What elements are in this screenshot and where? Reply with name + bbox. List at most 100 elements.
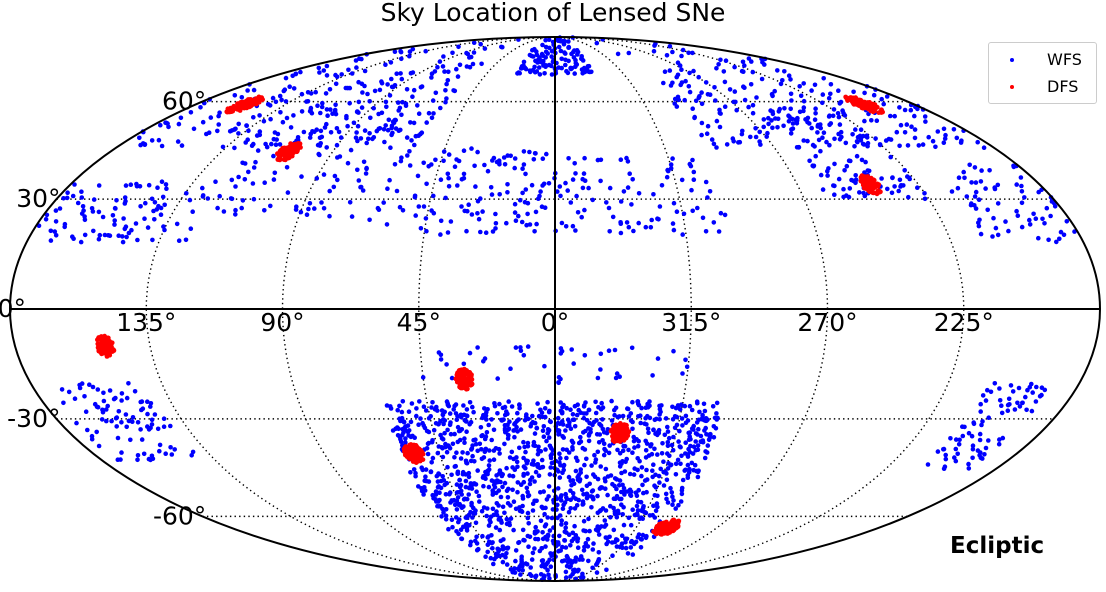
wfs-point bbox=[490, 158, 495, 163]
wfs-point bbox=[524, 485, 530, 491]
wfs-point bbox=[101, 398, 107, 404]
wfs-point bbox=[334, 126, 340, 131]
wfs-point bbox=[493, 211, 498, 217]
wfs-point bbox=[79, 195, 85, 200]
wfs-point bbox=[123, 183, 129, 188]
wfs-point bbox=[410, 94, 415, 99]
wfs-point bbox=[251, 141, 256, 147]
wfs-point bbox=[670, 221, 676, 226]
wfs-point bbox=[449, 498, 455, 504]
wfs-point bbox=[240, 198, 246, 203]
wfs-point bbox=[481, 505, 487, 510]
wfs-point bbox=[471, 40, 477, 45]
wfs-point bbox=[446, 175, 451, 181]
wfs-point bbox=[561, 41, 567, 47]
wfs-point bbox=[527, 572, 533, 577]
wfs-point bbox=[333, 81, 339, 87]
wfs-point bbox=[324, 73, 330, 78]
wfs-point bbox=[653, 485, 659, 490]
wfs-point bbox=[359, 56, 364, 62]
wfs-point bbox=[485, 542, 491, 547]
dfs-point bbox=[610, 429, 616, 435]
wfs-point bbox=[566, 474, 572, 480]
wfs-point bbox=[766, 121, 771, 127]
wfs-point bbox=[604, 430, 610, 436]
wfs-point bbox=[543, 44, 549, 50]
wfs-point bbox=[432, 407, 438, 412]
dfs-point bbox=[468, 373, 474, 379]
wfs-point bbox=[654, 501, 660, 506]
wfs-point bbox=[246, 169, 251, 175]
wfs-point bbox=[135, 453, 141, 458]
wfs-point bbox=[640, 532, 646, 538]
wfs-point bbox=[534, 221, 539, 227]
wfs-point bbox=[221, 209, 227, 214]
wfs-point bbox=[573, 555, 579, 560]
wfs-point bbox=[565, 70, 571, 76]
wfs-point bbox=[540, 428, 546, 434]
wfs-point bbox=[786, 119, 792, 124]
wfs-point bbox=[546, 181, 552, 186]
wfs-point bbox=[682, 468, 687, 473]
wfs-point bbox=[115, 435, 121, 441]
wfs-point bbox=[586, 438, 592, 444]
wfs-point bbox=[644, 441, 650, 446]
dfs-point bbox=[615, 433, 621, 438]
wfs-point bbox=[393, 117, 399, 123]
wfs-point bbox=[504, 521, 510, 527]
wfs-point bbox=[710, 404, 716, 409]
wfs-point bbox=[568, 543, 573, 548]
wfs-point bbox=[611, 527, 617, 533]
wfs-point bbox=[474, 534, 479, 540]
wfs-point bbox=[416, 422, 421, 428]
wfs-point bbox=[172, 447, 177, 452]
wfs-point bbox=[563, 545, 569, 550]
wfs-point bbox=[251, 115, 256, 120]
wfs-point bbox=[360, 90, 365, 95]
wfs-point bbox=[842, 168, 847, 173]
wfs-point bbox=[544, 151, 549, 157]
wfs-point bbox=[902, 168, 907, 173]
wfs-point bbox=[423, 474, 428, 480]
wfs-point bbox=[824, 139, 829, 145]
wfs-point bbox=[442, 418, 448, 423]
wfs-point bbox=[462, 417, 468, 423]
wfs-point bbox=[150, 237, 155, 243]
wfs-point bbox=[475, 198, 481, 204]
wfs-point bbox=[461, 361, 467, 367]
wfs-point bbox=[139, 437, 145, 442]
wfs-point bbox=[689, 460, 695, 466]
wfs-point bbox=[104, 418, 109, 424]
wfs-point bbox=[505, 436, 511, 441]
wfs-point bbox=[169, 452, 175, 457]
wfs-point bbox=[637, 516, 642, 521]
wfs-point bbox=[638, 420, 643, 426]
wfs-point bbox=[379, 110, 385, 116]
wfs-point bbox=[816, 137, 822, 143]
wfs-point bbox=[138, 399, 143, 405]
wfs-point bbox=[102, 232, 108, 238]
wfs-point bbox=[636, 532, 642, 537]
wfs-point bbox=[546, 572, 551, 578]
wfs-point bbox=[198, 105, 203, 110]
wfs-point bbox=[881, 101, 886, 107]
wfs-point bbox=[97, 232, 103, 238]
wfs-point bbox=[200, 193, 206, 198]
wfs-point bbox=[568, 407, 573, 413]
wfs-point bbox=[592, 452, 597, 458]
wfs-point bbox=[661, 483, 667, 488]
wfs-point bbox=[601, 452, 607, 458]
wfs-point bbox=[909, 124, 914, 129]
wfs-point bbox=[407, 149, 412, 154]
wfs-point bbox=[863, 159, 868, 165]
wfs-point bbox=[777, 106, 782, 112]
wfs-point bbox=[250, 181, 256, 186]
wfs-point bbox=[862, 90, 867, 96]
wfs-point bbox=[464, 460, 469, 466]
wfs-point bbox=[489, 417, 494, 422]
wfs-point bbox=[714, 145, 719, 150]
wfs-point bbox=[594, 570, 600, 575]
grid-layer bbox=[56, 36, 1054, 582]
wfs-point bbox=[1036, 189, 1041, 195]
wfs-point bbox=[609, 398, 614, 404]
